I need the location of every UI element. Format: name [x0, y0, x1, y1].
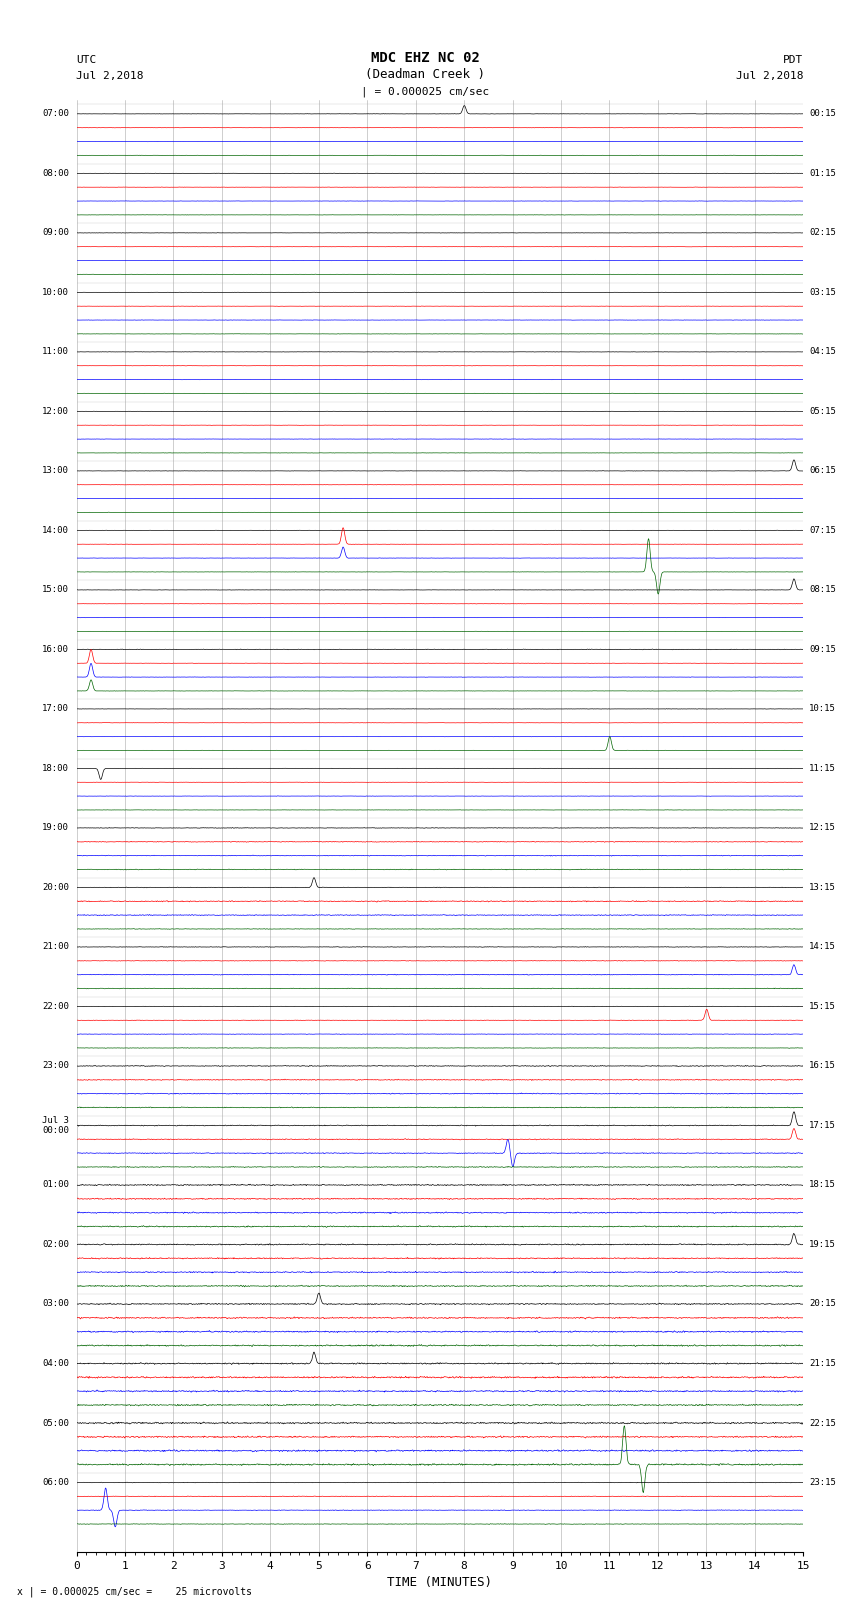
- Text: 09:15: 09:15: [809, 645, 836, 653]
- Text: 07:15: 07:15: [809, 526, 836, 536]
- Text: 17:15: 17:15: [809, 1121, 836, 1131]
- Text: 02:15: 02:15: [809, 229, 836, 237]
- Text: 22:00: 22:00: [42, 1002, 69, 1011]
- Text: 21:00: 21:00: [42, 942, 69, 952]
- Text: 13:15: 13:15: [809, 882, 836, 892]
- Text: 10:15: 10:15: [809, 705, 836, 713]
- Text: MDC EHZ NC 02: MDC EHZ NC 02: [371, 50, 479, 65]
- Text: 12:15: 12:15: [809, 823, 836, 832]
- Text: UTC: UTC: [76, 55, 97, 65]
- Text: 15:15: 15:15: [809, 1002, 836, 1011]
- Text: 06:15: 06:15: [809, 466, 836, 476]
- Text: 06:00: 06:00: [42, 1478, 69, 1487]
- Text: 10:00: 10:00: [42, 287, 69, 297]
- Text: 03:15: 03:15: [809, 287, 836, 297]
- Text: 19:00: 19:00: [42, 823, 69, 832]
- Text: Jul 2,2018: Jul 2,2018: [736, 71, 803, 81]
- Text: 04:00: 04:00: [42, 1360, 69, 1368]
- Text: 21:15: 21:15: [809, 1360, 836, 1368]
- Text: 08:00: 08:00: [42, 169, 69, 177]
- Text: 23:00: 23:00: [42, 1061, 69, 1071]
- Text: 02:00: 02:00: [42, 1240, 69, 1248]
- Text: 01:15: 01:15: [809, 169, 836, 177]
- X-axis label: TIME (MINUTES): TIME (MINUTES): [388, 1576, 492, 1589]
- Text: 11:15: 11:15: [809, 765, 836, 773]
- Text: x | = 0.000025 cm/sec =    25 microvolts: x | = 0.000025 cm/sec = 25 microvolts: [17, 1586, 252, 1597]
- Text: 13:00: 13:00: [42, 466, 69, 476]
- Text: 19:15: 19:15: [809, 1240, 836, 1248]
- Text: 00:15: 00:15: [809, 110, 836, 118]
- Text: 05:15: 05:15: [809, 406, 836, 416]
- Text: 16:00: 16:00: [42, 645, 69, 653]
- Text: Jul 2,2018: Jul 2,2018: [76, 71, 144, 81]
- Text: 18:15: 18:15: [809, 1181, 836, 1189]
- Text: 01:00: 01:00: [42, 1181, 69, 1189]
- Text: 12:00: 12:00: [42, 406, 69, 416]
- Text: 17:00: 17:00: [42, 705, 69, 713]
- Text: 20:15: 20:15: [809, 1300, 836, 1308]
- Text: 08:15: 08:15: [809, 586, 836, 595]
- Text: (Deadman Creek ): (Deadman Creek ): [365, 68, 485, 81]
- Text: PDT: PDT: [783, 55, 803, 65]
- Text: 15:00: 15:00: [42, 586, 69, 595]
- Text: 11:00: 11:00: [42, 347, 69, 356]
- Text: 03:00: 03:00: [42, 1300, 69, 1308]
- Text: 14:15: 14:15: [809, 942, 836, 952]
- Text: 16:15: 16:15: [809, 1061, 836, 1071]
- Text: 22:15: 22:15: [809, 1418, 836, 1428]
- Text: | = 0.000025 cm/sec: | = 0.000025 cm/sec: [361, 85, 489, 97]
- Text: 14:00: 14:00: [42, 526, 69, 536]
- Text: 09:00: 09:00: [42, 229, 69, 237]
- Text: 20:00: 20:00: [42, 882, 69, 892]
- Text: 23:15: 23:15: [809, 1478, 836, 1487]
- Text: 07:00: 07:00: [42, 110, 69, 118]
- Text: Jul 3
00:00: Jul 3 00:00: [42, 1116, 69, 1136]
- Text: 18:00: 18:00: [42, 765, 69, 773]
- Text: 04:15: 04:15: [809, 347, 836, 356]
- Text: 05:00: 05:00: [42, 1418, 69, 1428]
